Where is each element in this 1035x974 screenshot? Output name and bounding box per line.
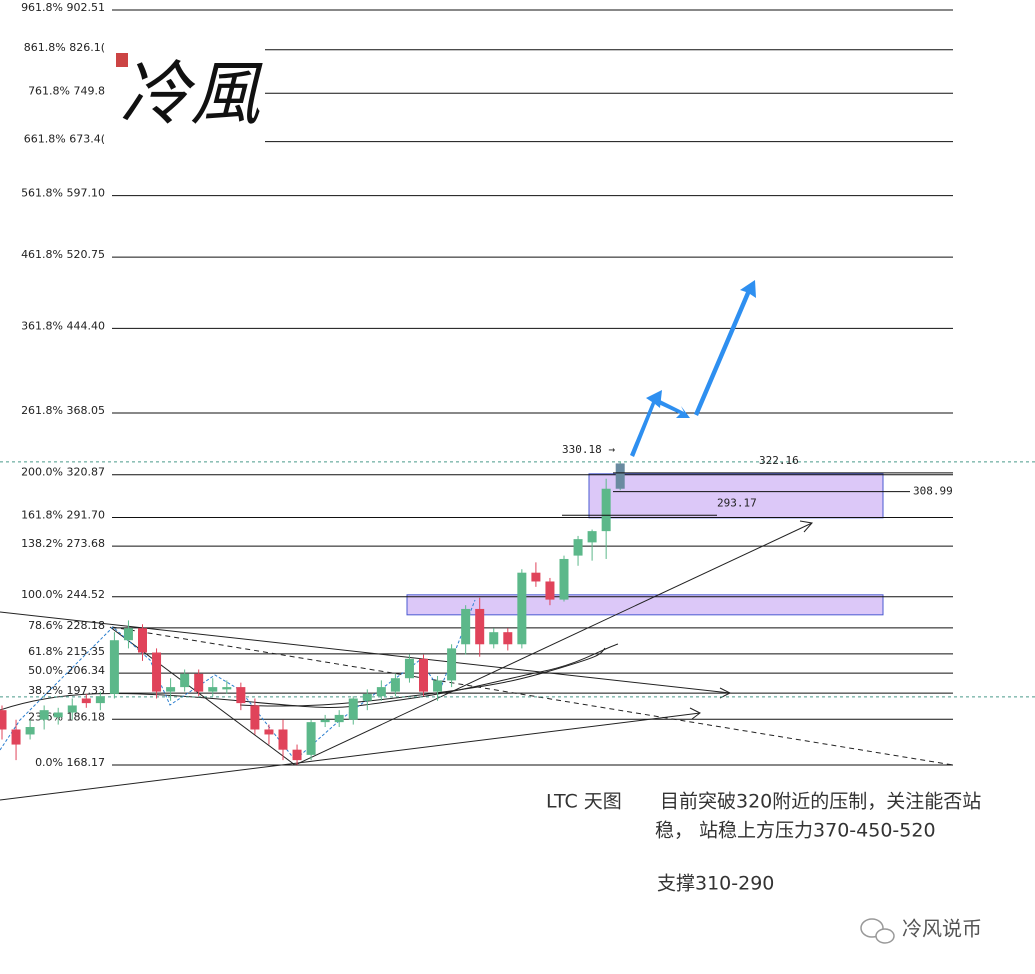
candle-body (95, 696, 105, 704)
y-tick-label: 461.8% 520.75 (21, 248, 105, 261)
candle-body (573, 539, 583, 556)
y-tick-label: 23.6% 186.18 (28, 710, 105, 723)
caption-line: 稳， 站稳上方压力370-450-520 (655, 820, 936, 842)
price-label: 330.18 → (562, 443, 615, 456)
caption-line: 目前突破320附近的压制，关注能否站 (660, 791, 981, 813)
candle-body (615, 463, 625, 489)
zone (588, 473, 884, 519)
zones (406, 473, 884, 616)
y-tick-label: 100.0% 244.52 (21, 588, 105, 601)
candle-body (587, 531, 597, 543)
candle-body (601, 488, 611, 532)
candle-body (348, 698, 358, 720)
candle-body (0, 710, 7, 730)
candle-body (404, 658, 414, 679)
candle-body (334, 714, 344, 723)
candle-body (152, 652, 162, 692)
candle-body (376, 687, 386, 697)
reference-lines (0, 461, 1035, 698)
candle-body (123, 628, 133, 641)
y-tick-label: 0.0% 168.17 (35, 756, 105, 769)
logo-text: 冷風 (120, 53, 263, 135)
candle-body (264, 729, 274, 735)
candles (0, 461, 625, 765)
y-tick-label: 961.8% 902.51 (21, 1, 105, 14)
candle-body (278, 729, 288, 750)
y-tick-label: 138.2% 273.68 (21, 537, 105, 550)
candle-body (208, 687, 218, 692)
candle-body (390, 678, 400, 692)
y-tick-label: 200.0% 320.87 (21, 466, 105, 479)
candle-body (81, 698, 91, 704)
y-tick-label: 861.8% 826.1( (24, 41, 105, 54)
price-label: 308.99 (913, 485, 953, 498)
y-tick-label: 761.8% 749.8 (28, 84, 105, 97)
candle-body (194, 673, 204, 692)
candle-body (250, 705, 260, 730)
candle-body (292, 749, 302, 761)
zigzag (0, 599, 476, 761)
brand-text: 冷风说币 (902, 917, 982, 941)
y-tick-label: 261.8% 368.05 (21, 404, 105, 417)
y-tick-label: 361.8% 444.40 (21, 319, 105, 332)
candle-body (25, 727, 35, 735)
candle-body (461, 608, 471, 645)
candle-body (433, 680, 443, 692)
price-label: 322.16 (759, 454, 799, 467)
candle-body (39, 710, 49, 720)
trendlines (0, 520, 954, 801)
candle-body (138, 628, 147, 653)
y-tick-label: 38.2% 197.33 (28, 684, 105, 697)
candle-body (503, 632, 513, 645)
fib-levels: 961.8% 902.51 861.8% 826.1( 761.8% 749.8 66… (21, 1, 953, 769)
candle-body (419, 658, 428, 692)
candle-body (545, 581, 555, 600)
forecast-arrows (630, 280, 756, 457)
price-label: 293.17 (717, 496, 757, 509)
brand: 冷风说币 (860, 917, 982, 944)
y-tick-label: 161.8% 291.70 (21, 509, 105, 522)
y-tick-label: 61.8% 215.35 (28, 645, 105, 658)
candle-body (306, 722, 316, 755)
annotations: 330.18 → 322.16 308.99 293.17 (562, 443, 953, 516)
y-tick-label: 561.8% 597.10 (21, 187, 105, 200)
candle-body (447, 648, 457, 681)
candle-body (222, 687, 232, 690)
y-tick-label: 50.0% 206.34 (28, 664, 105, 677)
candle-body (475, 608, 485, 645)
candle-body (320, 719, 330, 723)
logo: 冷風 (105, 40, 265, 160)
candle-body (489, 632, 499, 645)
candle-body (180, 673, 190, 688)
candle-body (53, 712, 63, 718)
y-tick-label: 661.8% 673.4( (24, 133, 105, 146)
candle-body (166, 687, 176, 692)
candle-body (517, 572, 527, 645)
y-tick-label: 78.6% 228.18 (28, 619, 105, 632)
candle-body (11, 729, 21, 745)
candle-body (559, 558, 569, 600)
candle-body (236, 687, 246, 704)
caption-title: LTC 天图 (546, 791, 622, 813)
candle-body (67, 705, 77, 713)
candle-body (531, 572, 541, 582)
caption-line: 支撑310-290 (657, 873, 774, 895)
candle-body (109, 640, 119, 694)
candle-body (362, 693, 372, 701)
